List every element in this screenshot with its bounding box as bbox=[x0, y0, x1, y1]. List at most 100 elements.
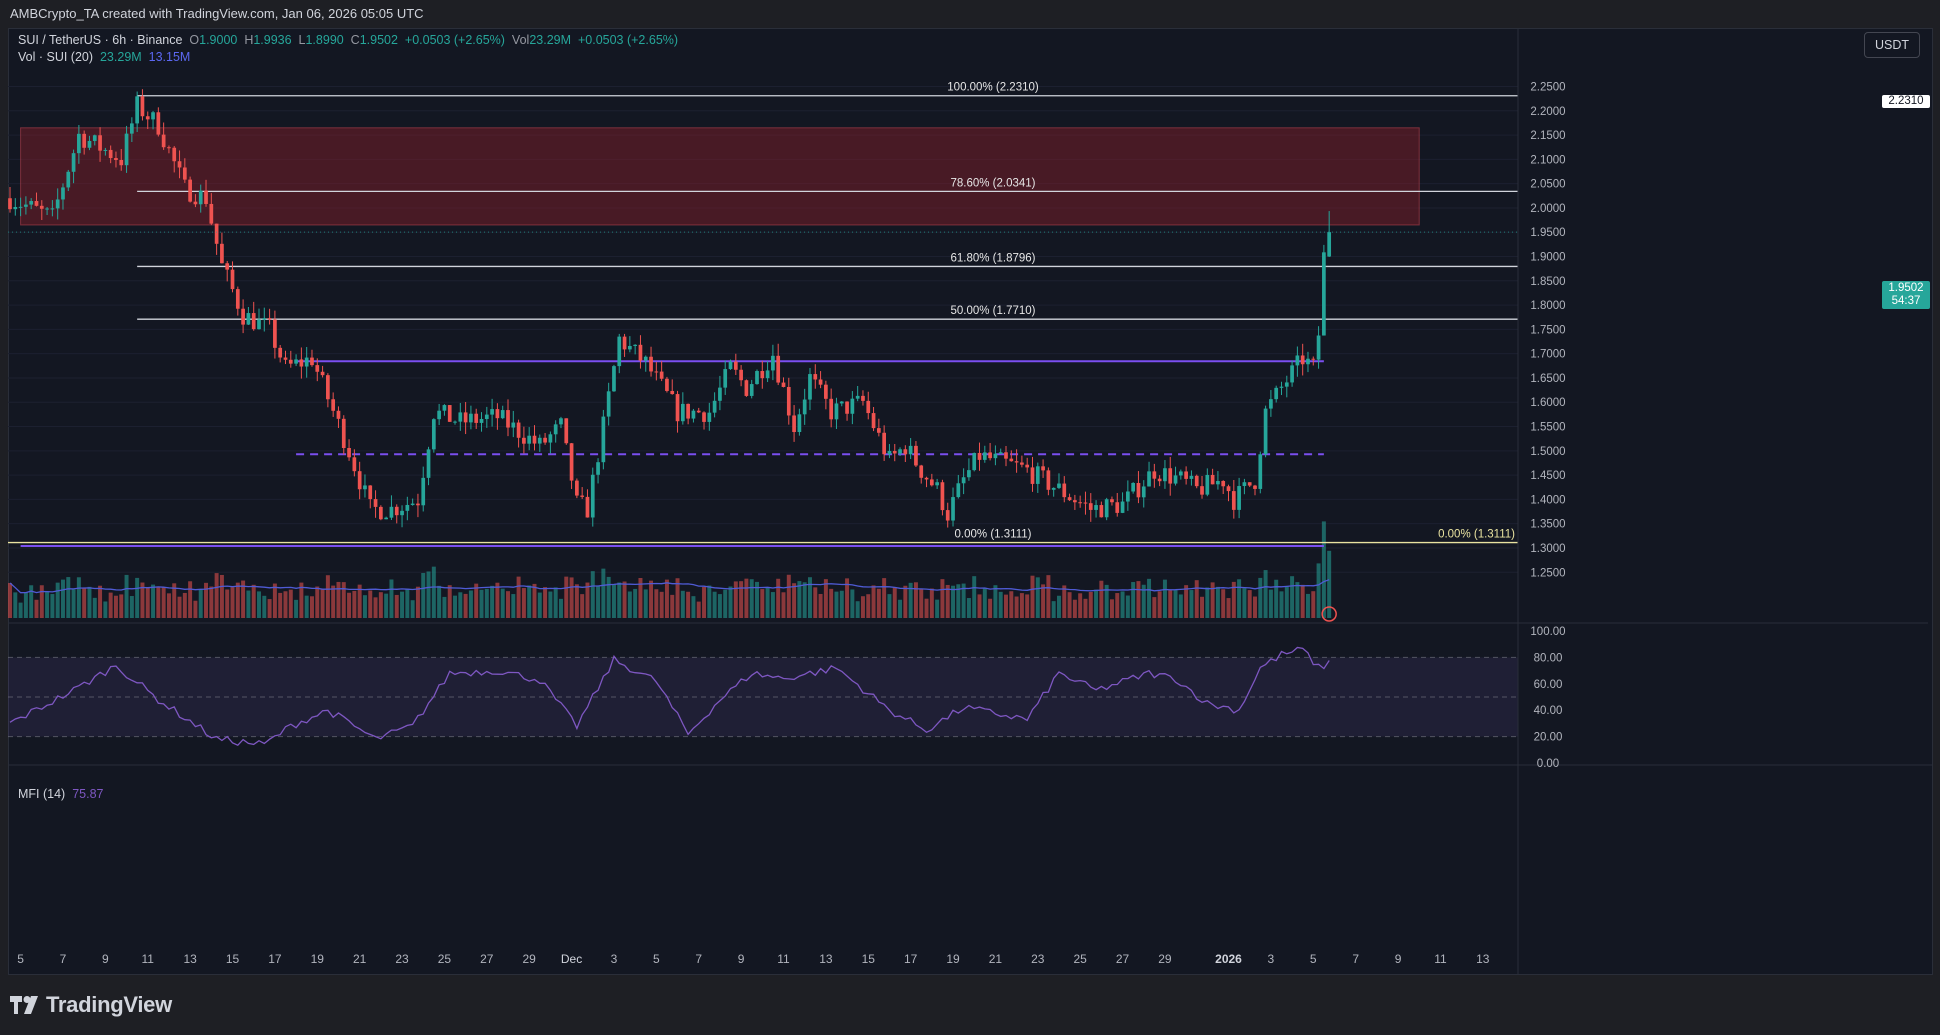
candle-body bbox=[484, 414, 489, 420]
candle-body bbox=[559, 418, 563, 425]
volume-bar bbox=[1258, 577, 1263, 618]
candle-body bbox=[1078, 502, 1083, 504]
mfi-line bbox=[9, 646, 1330, 746]
candle-body bbox=[765, 370, 770, 379]
candle-body bbox=[1242, 482, 1247, 487]
candle-body bbox=[119, 160, 124, 166]
volume-bar bbox=[82, 587, 87, 618]
candle-body bbox=[935, 482, 939, 486]
time-tick-label: 15 bbox=[862, 952, 876, 966]
candle-body bbox=[638, 344, 643, 361]
volume-bar bbox=[1268, 589, 1273, 618]
tradingview-logo[interactable]: TradingView bbox=[10, 992, 172, 1018]
low-label: L bbox=[298, 33, 306, 47]
candle-body bbox=[156, 112, 161, 135]
time-tick-label: 5 bbox=[1310, 952, 1317, 966]
volume-bar bbox=[638, 577, 643, 618]
volume-bar bbox=[145, 587, 150, 618]
volume-bar bbox=[770, 592, 775, 618]
candle-body bbox=[1216, 480, 1220, 485]
fib-level-label: 0.00% (1.3111) bbox=[955, 529, 1032, 541]
candle-body bbox=[1247, 482, 1252, 486]
volume-bar bbox=[1004, 594, 1008, 618]
volume-bar bbox=[124, 574, 129, 618]
volume-bar bbox=[1019, 593, 1024, 618]
candle-body bbox=[1290, 365, 1294, 383]
time-tick-label: 11 bbox=[777, 952, 790, 966]
volume-bar bbox=[8, 582, 12, 618]
candle-body bbox=[220, 243, 224, 264]
volume-bar bbox=[1279, 591, 1284, 618]
currency-button[interactable]: USDT bbox=[1863, 32, 1920, 58]
candle-body bbox=[998, 452, 1003, 454]
time-tick-label: 11 bbox=[142, 952, 155, 966]
candle-body bbox=[982, 452, 987, 460]
volume-bar bbox=[1109, 599, 1114, 618]
volume-bar bbox=[797, 581, 802, 618]
candle-body bbox=[622, 336, 627, 350]
volume-bar bbox=[304, 595, 309, 618]
supply-zone-box[interactable] bbox=[20, 127, 1420, 226]
candle-body bbox=[442, 405, 447, 411]
candle-body bbox=[225, 263, 230, 270]
candle-countdown: 54:37 bbox=[1891, 295, 1921, 307]
volume-bar bbox=[760, 589, 765, 618]
candle-body bbox=[839, 401, 844, 404]
candle-body bbox=[469, 413, 473, 423]
time-tick-label: Dec bbox=[561, 952, 582, 966]
volume-bar bbox=[204, 582, 209, 618]
time-tick-label: 15 bbox=[226, 952, 240, 966]
candle-body bbox=[606, 391, 611, 417]
volume-bar bbox=[92, 597, 97, 618]
volume-bar bbox=[299, 582, 304, 618]
candle-body bbox=[829, 398, 834, 420]
price-tick-label: 1.5500 bbox=[1530, 422, 1565, 434]
volume-bar bbox=[596, 586, 601, 618]
high-label: H bbox=[244, 33, 254, 47]
volume-bar bbox=[484, 588, 489, 618]
volume-bar bbox=[458, 592, 463, 618]
candle-body bbox=[776, 355, 781, 383]
candle-body bbox=[876, 428, 881, 433]
time-tick-label: 9 bbox=[1395, 952, 1402, 966]
price-tick-label: 2.0000 bbox=[1530, 203, 1565, 215]
candle-body bbox=[516, 422, 521, 438]
candle-body bbox=[1194, 475, 1199, 487]
volume-bar bbox=[781, 592, 786, 618]
volume-bar bbox=[479, 589, 484, 618]
candle-body bbox=[1009, 458, 1014, 462]
candle-body bbox=[299, 359, 304, 367]
candle-body bbox=[177, 161, 182, 168]
candle-body bbox=[781, 382, 786, 387]
candle-body bbox=[378, 506, 383, 520]
close-label: C bbox=[350, 33, 360, 47]
candle-body bbox=[596, 462, 600, 475]
fib-price-tag: 2.2310 bbox=[1882, 95, 1930, 108]
volume-bar bbox=[717, 594, 722, 618]
volume-bar bbox=[347, 592, 352, 618]
candle-body bbox=[1322, 252, 1326, 336]
candle-body bbox=[431, 419, 436, 450]
volume-bar bbox=[956, 584, 961, 618]
volume-bar bbox=[792, 583, 797, 618]
candle-body bbox=[257, 319, 261, 330]
time-tick-label: 25 bbox=[1073, 952, 1087, 966]
candle-body bbox=[140, 96, 145, 117]
price-tick-label: 1.2500 bbox=[1530, 567, 1565, 579]
price-chart[interactable]: 100.00% (2.2310) 78.60% (2.0341) 61.80% (1… bbox=[8, 28, 1933, 975]
candle-body bbox=[384, 517, 389, 520]
volume-bar bbox=[558, 598, 563, 618]
volume-bar bbox=[903, 585, 908, 618]
time-tick-label: 3 bbox=[611, 952, 618, 966]
alert-icon[interactable] bbox=[1321, 606, 1337, 622]
candle-body bbox=[209, 203, 214, 224]
candle-body bbox=[55, 199, 60, 209]
volume-bar bbox=[972, 576, 977, 618]
price-tick-label: 1.4500 bbox=[1530, 470, 1565, 482]
price-tick-label: 1.8500 bbox=[1530, 276, 1565, 288]
candle-body bbox=[251, 313, 256, 330]
volume-bar bbox=[919, 589, 924, 618]
volume-bar bbox=[845, 578, 850, 618]
volume-bar bbox=[272, 583, 277, 618]
candle-body bbox=[940, 482, 945, 511]
